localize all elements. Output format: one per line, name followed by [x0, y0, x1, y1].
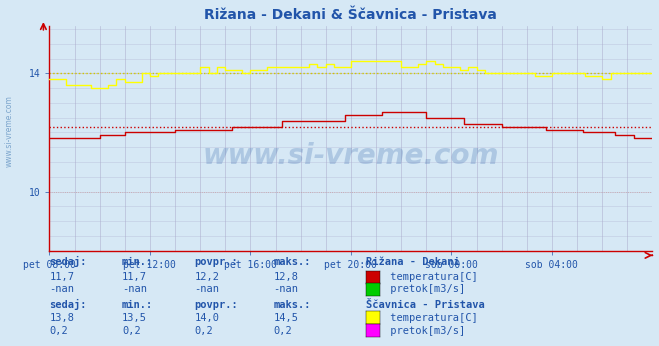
Text: 13,8: 13,8 — [49, 313, 74, 323]
Text: 0,2: 0,2 — [194, 326, 213, 336]
Text: min.:: min.: — [122, 257, 153, 267]
Text: 12,2: 12,2 — [194, 272, 219, 282]
Text: 0,2: 0,2 — [49, 326, 68, 336]
Text: Rižana - Dekani: Rižana - Dekani — [366, 257, 459, 267]
Text: povpr.:: povpr.: — [194, 257, 238, 267]
Text: sedaj:: sedaj: — [49, 256, 87, 267]
Text: 0,2: 0,2 — [122, 326, 140, 336]
Text: maks.:: maks.: — [273, 300, 311, 310]
Text: pretok[m3/s]: pretok[m3/s] — [384, 326, 465, 336]
Text: temperatura[C]: temperatura[C] — [384, 313, 478, 323]
Title: Rižana - Dekani & Ščavnica - Pristava: Rižana - Dekani & Ščavnica - Pristava — [204, 8, 498, 22]
Text: 0,2: 0,2 — [273, 326, 292, 336]
Text: -nan: -nan — [122, 284, 147, 294]
Text: temperatura[C]: temperatura[C] — [384, 272, 478, 282]
Text: -nan: -nan — [273, 284, 299, 294]
Text: 14,0: 14,0 — [194, 313, 219, 323]
Text: www.si-vreme.com: www.si-vreme.com — [5, 95, 14, 167]
Text: -nan: -nan — [194, 284, 219, 294]
Text: 13,5: 13,5 — [122, 313, 147, 323]
Text: 11,7: 11,7 — [49, 272, 74, 282]
Text: min.:: min.: — [122, 300, 153, 310]
Text: -nan: -nan — [49, 284, 74, 294]
Text: 14,5: 14,5 — [273, 313, 299, 323]
Text: pretok[m3/s]: pretok[m3/s] — [384, 284, 465, 294]
Text: 12,8: 12,8 — [273, 272, 299, 282]
Text: 11,7: 11,7 — [122, 272, 147, 282]
Text: maks.:: maks.: — [273, 257, 311, 267]
Text: Ščavnica - Pristava: Ščavnica - Pristava — [366, 300, 484, 310]
Text: www.si-vreme.com: www.si-vreme.com — [203, 143, 499, 170]
Text: sedaj:: sedaj: — [49, 299, 87, 310]
Text: povpr.:: povpr.: — [194, 300, 238, 310]
